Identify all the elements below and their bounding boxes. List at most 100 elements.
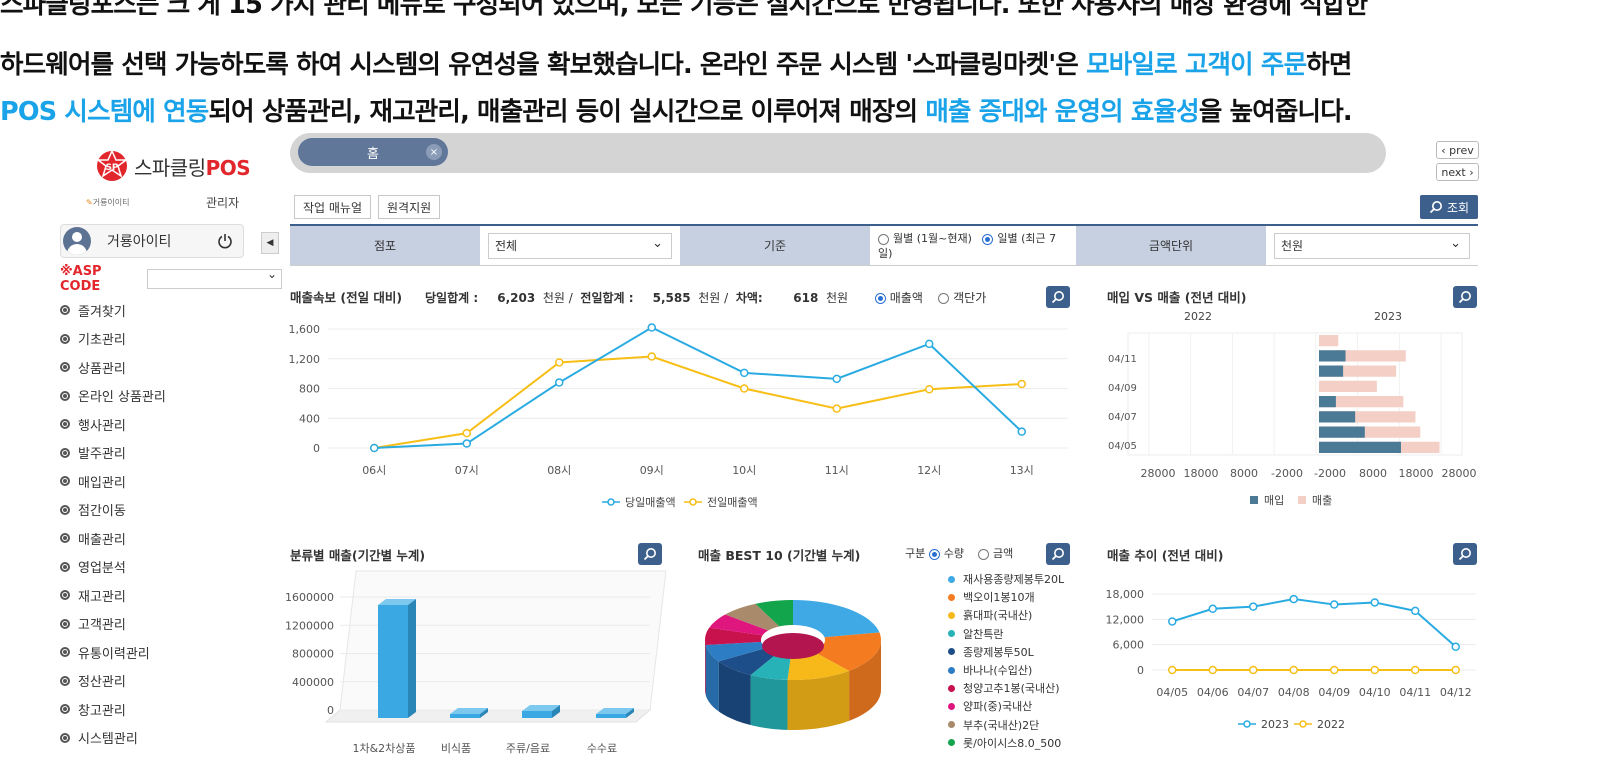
- logo-text-pos: POS: [205, 155, 251, 180]
- basis-monthly-label: 월별 (1월~현재): [893, 232, 972, 245]
- today-label: 당일합계 :: [425, 291, 479, 305]
- sidebar-item-label: 온라인 상품관리: [78, 390, 166, 406]
- basis-options: 월별 (1월~현재) 일별 (최근 7 일): [870, 226, 1076, 265]
- power-icon[interactable]: [217, 233, 233, 249]
- sidebar-item[interactable]: 행사관리: [60, 410, 166, 439]
- opt-amount[interactable]: 매출액: [874, 291, 923, 305]
- sidebar-item[interactable]: 발주관리: [60, 439, 166, 468]
- sales-flash-title: 매출속보 (전일 대비): [290, 290, 403, 305]
- sidebar-item-label: 발주관리: [78, 447, 126, 463]
- opt-customer[interactable]: 객단가: [938, 291, 986, 305]
- next-button[interactable]: next ›: [1436, 163, 1479, 181]
- avatar: [63, 227, 91, 255]
- x-tick-label: 04/07: [1237, 686, 1269, 699]
- bar-purchase: [1319, 441, 1401, 453]
- x-tick-label: 주류/음료: [506, 742, 550, 755]
- asp-code-label: ※ASP CODE: [60, 264, 102, 294]
- store-select[interactable]: 전체: [488, 232, 672, 259]
- circle-bullet-icon: [60, 561, 70, 572]
- circle-bullet-icon: [60, 618, 70, 629]
- sidebar-item-label: 점간이동: [78, 504, 126, 520]
- x-tick-label: 18000: [1399, 467, 1434, 480]
- circle-bullet-icon: [60, 732, 70, 743]
- y-tick-label: 0: [327, 704, 334, 717]
- admin-label: 관리자: [206, 196, 240, 210]
- sidebar-item[interactable]: 즐겨찾기: [60, 296, 166, 325]
- legend-label: 바나나(수입산): [963, 664, 1033, 678]
- category-sales-search-button[interactable]: [638, 543, 662, 565]
- purchase-vs-sales-search-button[interactable]: [1453, 286, 1477, 308]
- sidebar-item[interactable]: 기초관리: [60, 325, 166, 354]
- group-label: 2022: [1184, 310, 1212, 323]
- remote-support-button[interactable]: 원격지원: [378, 195, 441, 219]
- close-icon[interactable]: ×: [426, 144, 442, 160]
- radio-best-amount[interactable]: [978, 548, 989, 560]
- sales-flash-search-button[interactable]: [1046, 286, 1070, 308]
- bar-purchase: [1319, 426, 1365, 438]
- radio-monthly[interactable]: [878, 233, 889, 245]
- user-box: 거룡아이티: [60, 224, 244, 258]
- unit-cell: 천원: [1266, 226, 1478, 265]
- circle-bullet-icon: [60, 305, 70, 316]
- basis-monthly-option[interactable]: 월별 (1월~현재): [878, 232, 972, 245]
- pie-slice-side: [787, 670, 850, 730]
- filter-bar: 점포 전체 기준 월별 (1월~현재) 일별 (최근 7 일) 금액단위 천원: [290, 224, 1478, 266]
- x-tick-label: 8000: [1230, 467, 1258, 480]
- caption-highlight: POS 시스템에 연동: [0, 97, 209, 127]
- sidebar-item[interactable]: 정산관리: [60, 667, 166, 696]
- sidebar-item-label: 고객관리: [78, 618, 126, 634]
- svg-text:SP: SP: [105, 163, 118, 173]
- sales-trend-search-button[interactable]: [1453, 543, 1477, 565]
- search-button[interactable]: 조회: [1420, 195, 1478, 219]
- diff-label: 차액:: [735, 291, 763, 305]
- radio-qty[interactable]: [928, 548, 940, 560]
- circle-bullet-icon: [60, 590, 70, 601]
- unit-select[interactable]: 천원: [1274, 232, 1470, 259]
- x-tick-label: 비식품: [441, 742, 471, 755]
- radio-customer[interactable]: [938, 293, 950, 304]
- sales-summary: 당일합계 : 6,203 천원 / 전일합계 : 5,585 천원 / 차액: …: [425, 289, 986, 306]
- data-point: [1208, 665, 1217, 675]
- legend-dot-icon: [948, 684, 955, 692]
- sidebar-item[interactable]: 매출관리: [60, 524, 166, 553]
- legend-item: 백오이1봉10개: [948, 588, 1064, 606]
- search-icon: [1458, 548, 1471, 561]
- sidebar-item[interactable]: 시스템관리: [60, 724, 166, 753]
- sidebar-item[interactable]: 재고관리: [60, 581, 166, 610]
- plot-area: [1127, 332, 1463, 456]
- legend-item: 청양고추1봉(국내산): [948, 679, 1064, 697]
- asp-code-select[interactable]: [147, 267, 282, 289]
- sidebar-item[interactable]: 창고관리: [60, 695, 166, 724]
- pie-slice: [709, 614, 769, 636]
- radio-daily[interactable]: [982, 233, 994, 245]
- caption-line-3: POS 시스템에 연동되어 상품관리, 재고관리, 매출관리 등이 실시간으로 …: [0, 91, 1353, 128]
- sidebar-item-label: 재고관리: [78, 589, 126, 605]
- brand-mark-icon: ✎: [86, 198, 93, 207]
- logo[interactable]: SP 스파클링POS: [92, 148, 251, 184]
- sidebar-item-label: 기초관리: [78, 333, 126, 349]
- pie-slice-side: [750, 675, 788, 730]
- best10-search-button[interactable]: [1046, 543, 1070, 565]
- sidebar-collapse-button[interactable]: ◀: [261, 232, 279, 254]
- pie-slice: [793, 600, 880, 638]
- search-icon: [1051, 291, 1064, 304]
- radio-amount[interactable]: [874, 293, 886, 304]
- y-tick-label: 1,200: [289, 353, 321, 366]
- sidebar-item[interactable]: 매입관리: [60, 467, 166, 496]
- sidebar-item[interactable]: 상품관리: [60, 353, 166, 382]
- bar: [522, 710, 552, 718]
- sidebar-item[interactable]: 점간이동: [60, 496, 166, 525]
- basis-daily-option[interactable]: 일별 (최근 7: [982, 232, 1056, 245]
- sidebar-item[interactable]: 영업분석: [60, 553, 166, 582]
- circle-bullet-icon: [60, 647, 70, 658]
- manual-button[interactable]: 작업 매뉴얼: [294, 195, 372, 219]
- prev-button[interactable]: ‹ prev: [1436, 141, 1479, 159]
- category-sales-title: 분류별 매출(기간별 누계): [290, 548, 426, 563]
- tab-home[interactable]: 홈 ×: [298, 138, 448, 166]
- sidebar-item[interactable]: 고객관리: [60, 610, 166, 639]
- purchase-vs-sales-title: 매입 VS 매출 (전년 대비): [1107, 290, 1247, 305]
- sidebar-item[interactable]: 유통이력관리: [60, 638, 166, 667]
- sidebar-item[interactable]: 온라인 상품관리: [60, 382, 166, 411]
- logo-icon: SP: [95, 149, 129, 181]
- prev-label: 전일합계 :: [580, 291, 634, 305]
